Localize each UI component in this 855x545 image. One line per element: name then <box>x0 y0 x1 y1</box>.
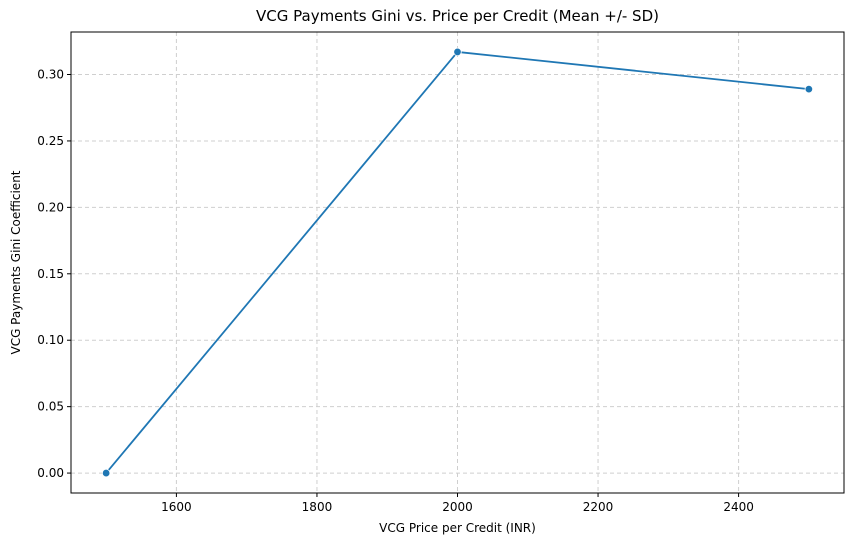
y-axis: 0.00 0.05 0.10 0.15 0.20 0.25 0.30 <box>37 68 71 480</box>
data-point <box>101 468 111 478</box>
y-tick-label: 0.20 <box>37 200 64 214</box>
y-tick-label: 0.05 <box>37 400 64 414</box>
grid <box>71 32 844 493</box>
x-tick-label: 1800 <box>302 500 333 514</box>
series-line <box>105 51 809 474</box>
x-axis-label: VCG Price per Credit (INR) <box>379 521 536 535</box>
y-tick-label: 0.15 <box>37 267 64 281</box>
data-point <box>804 84 814 94</box>
x-tick-label: 2000 <box>442 500 473 514</box>
x-tick-label: 1600 <box>161 500 192 514</box>
y-tick-label: 0.30 <box>37 68 64 82</box>
data-point <box>453 47 462 57</box>
y-tick-label: 0.00 <box>37 466 64 480</box>
y-axis-label: VCG Payments Gini Coefficient <box>9 170 23 354</box>
series-layer <box>101 47 814 478</box>
y-tick-label: 0.10 <box>37 333 64 347</box>
plot-frame <box>70 31 845 494</box>
x-tick-label: 2400 <box>723 500 754 514</box>
x-axis: 1600 1800 2000 2200 2400 <box>161 493 754 514</box>
y-tick-label: 0.25 <box>37 134 64 148</box>
x-tick-label: 2200 <box>583 500 614 514</box>
chart-title: VCG Payments Gini vs. Price per Credit (… <box>256 7 659 25</box>
